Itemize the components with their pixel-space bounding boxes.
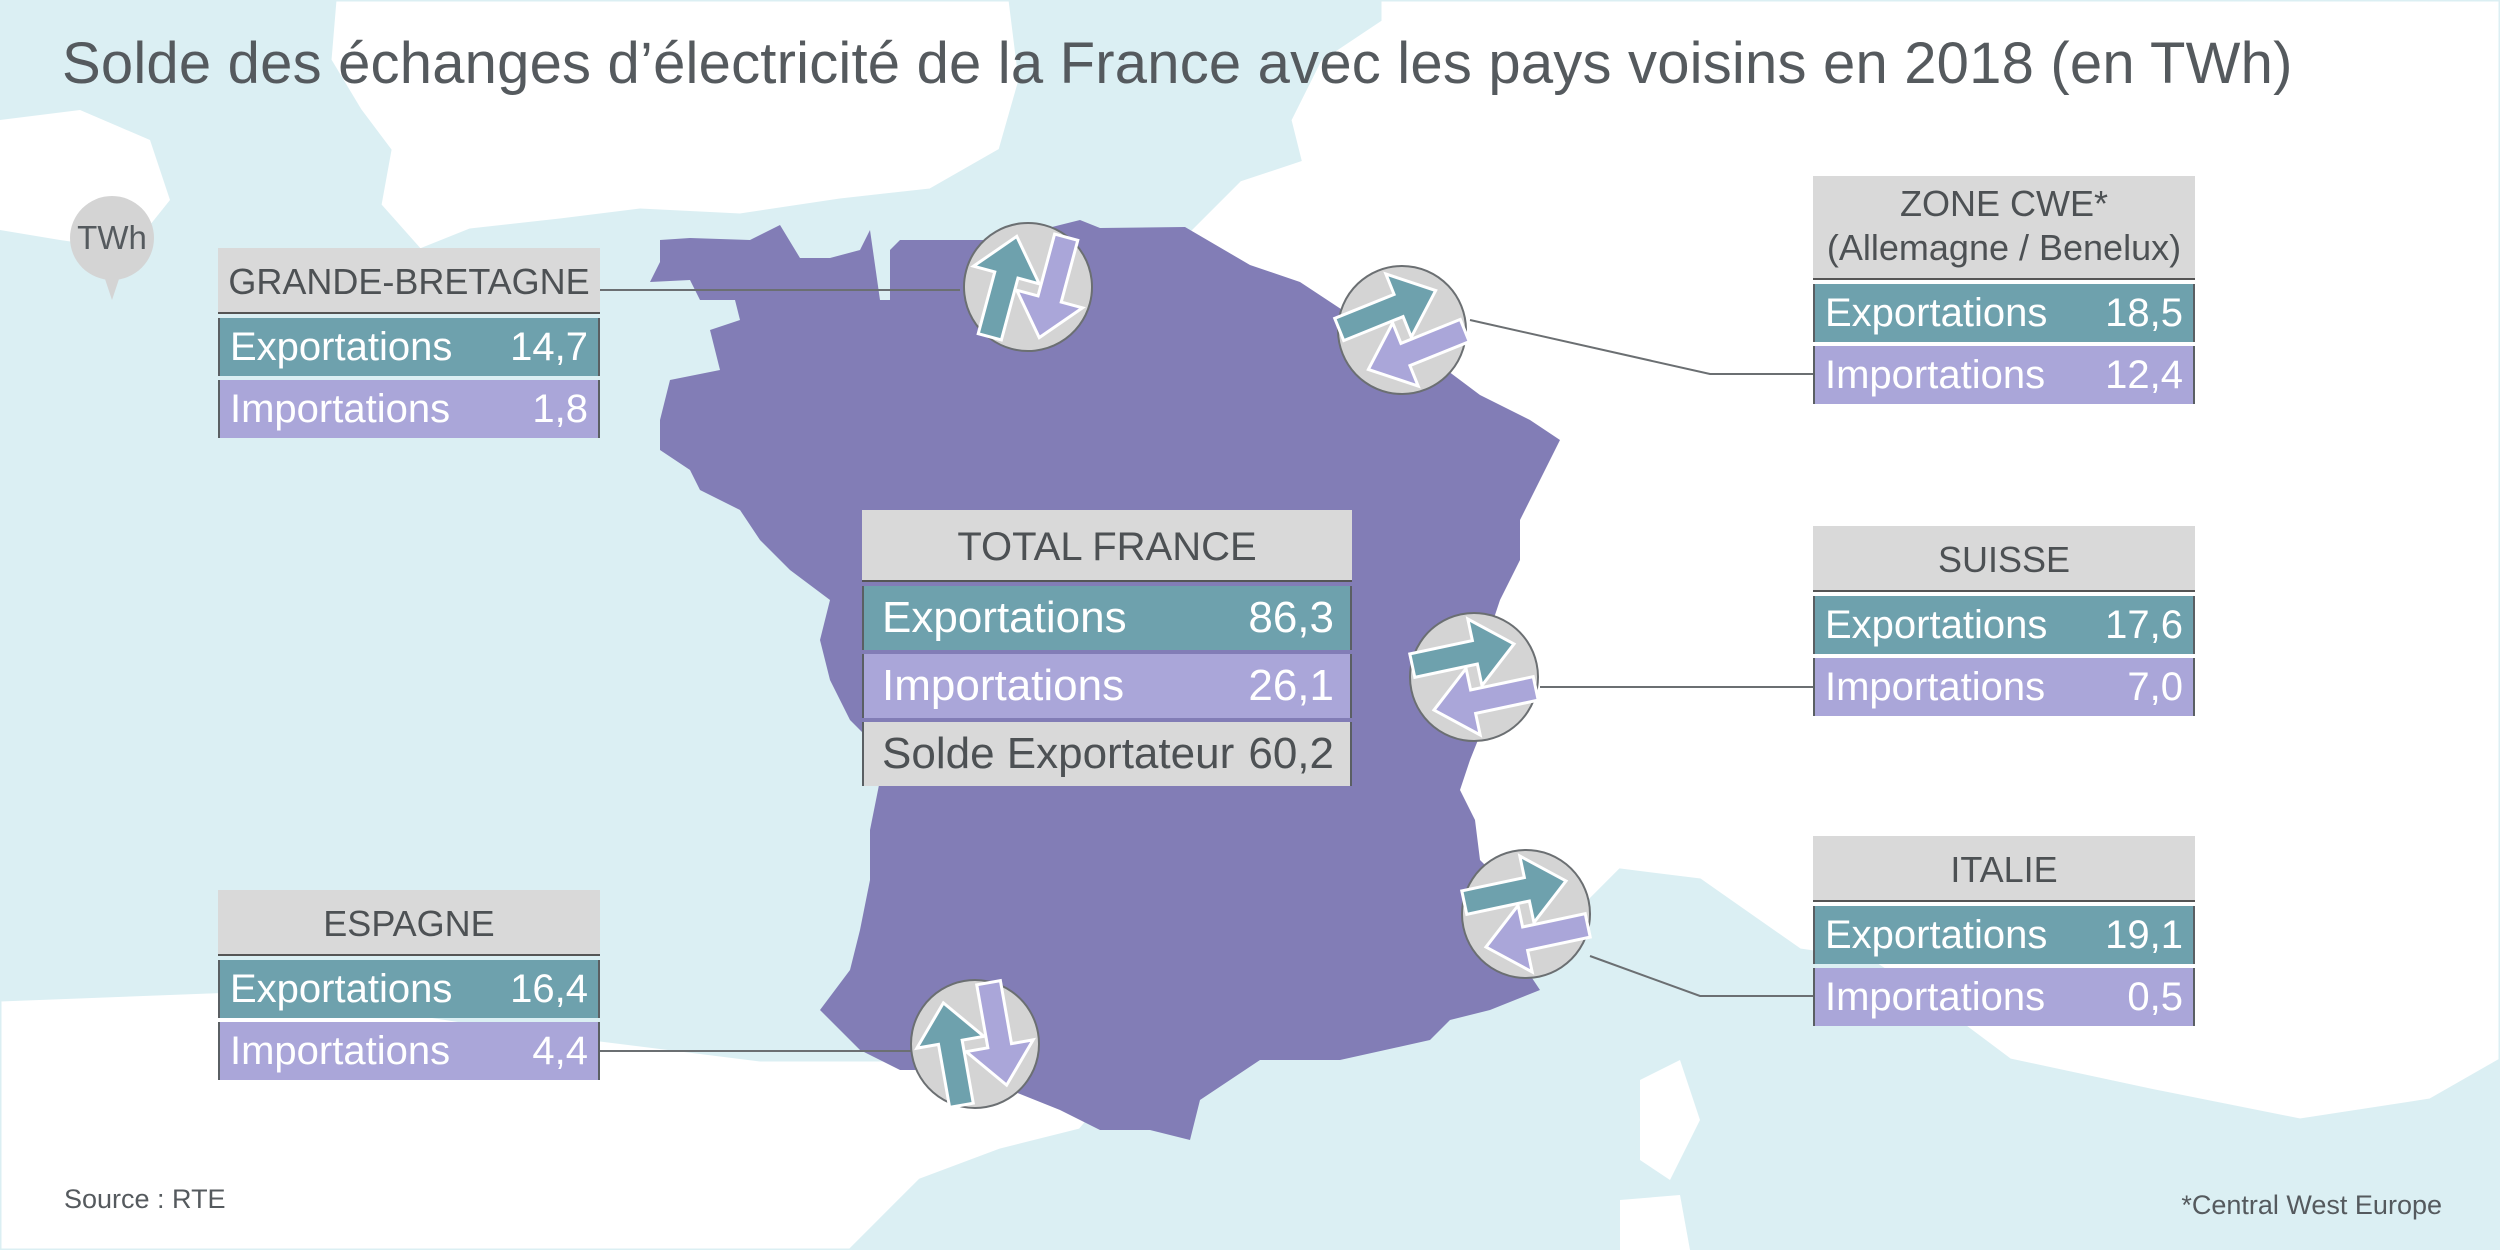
gb-exports-row: Exportations 14,7 xyxy=(218,318,600,376)
gb-header: GRANDE-BRETAGNE xyxy=(218,248,600,314)
gb-imports-row: Importations 1,8 xyxy=(218,380,600,438)
cwe-title: ZONE CWE* xyxy=(1899,183,2108,224)
exports-label: Exportations xyxy=(1825,602,2048,647)
exports-label: Exportations xyxy=(1825,912,2048,957)
cwe-footnote: *Central West Europe xyxy=(2181,1190,2442,1220)
exports-label: Exportations xyxy=(230,324,453,369)
exports-label: Exportations xyxy=(1825,290,2048,335)
ch-imports-value: 7,0 xyxy=(2127,664,2183,709)
it-header: ITALIE xyxy=(1813,836,2195,902)
total-solde-value: 60,2 xyxy=(1248,729,1334,778)
source-note: Source : RTE xyxy=(64,1184,226,1214)
great-britain-land xyxy=(328,0,1022,252)
cwe-imports-row: Importations 12,4 xyxy=(1813,346,2195,404)
ch-imports-row: Importations 7,0 xyxy=(1813,658,2195,716)
total-header: TOTAL FRANCE xyxy=(862,510,1352,582)
total-imports-row: Importations 26,1 xyxy=(862,654,1352,718)
page-title: Solde des échanges d’électricité de la F… xyxy=(62,31,2293,96)
total-exports-row: Exportations 86,3 xyxy=(862,586,1352,650)
imports-label: Importations xyxy=(1825,974,2046,1019)
es-exports-value: 16,4 xyxy=(510,966,588,1011)
imports-label: Importations xyxy=(882,661,1125,710)
it-imports-value: 0,5 xyxy=(2127,974,2183,1019)
imports-label: Importations xyxy=(230,386,451,431)
it-exports-row: Exportations 19,1 xyxy=(1813,906,2195,964)
it-exports-value: 19,1 xyxy=(2105,912,2183,957)
es-imports-value: 4,4 xyxy=(532,1028,588,1073)
imports-label: Importations xyxy=(230,1028,451,1073)
it-card: ITALIE Exportations 19,1 Importations 0,… xyxy=(1813,836,2195,1026)
imports-label: Importations xyxy=(1825,352,2046,397)
total-imports-value: 26,1 xyxy=(1248,661,1334,710)
exports-label: Exportations xyxy=(882,593,1127,642)
cwe-exports-row: Exportations 18,5 xyxy=(1813,284,2195,342)
exports-label: Exportations xyxy=(230,966,453,1011)
ch-header: SUISSE xyxy=(1813,526,2195,592)
solde-label: Solde Exportateur xyxy=(882,729,1235,778)
cwe-exports-value: 18,5 xyxy=(2105,290,2183,335)
es-imports-row: Importations 4,4 xyxy=(218,1022,600,1080)
es-header: ESPAGNE xyxy=(218,890,600,956)
ch-exports-value: 17,6 xyxy=(2105,602,2183,647)
es-exports-row: Exportations 16,4 xyxy=(218,960,600,1018)
cwe-card: ZONE CWE* (Allemagne / Benelux) Exportat… xyxy=(1813,176,2195,404)
ch-exports-row: Exportations 17,6 xyxy=(1813,596,2195,654)
total-exports-value: 86,3 xyxy=(1248,593,1334,642)
it-imports-row: Importations 0,5 xyxy=(1813,968,2195,1026)
twh-unit-badge: TWh xyxy=(70,196,154,300)
gb-exports-value: 14,7 xyxy=(510,324,588,369)
imports-label: Importations xyxy=(1825,664,2046,709)
cwe-header: ZONE CWE* (Allemagne / Benelux) xyxy=(1813,176,2195,280)
cwe-imports-value: 12,4 xyxy=(2105,352,2183,397)
cwe-subtitle: (Allemagne / Benelux) xyxy=(1826,227,2182,268)
gb-imports-value: 1,8 xyxy=(532,386,588,431)
es-card: ESPAGNE Exportations 16,4 Importations 4… xyxy=(218,890,600,1080)
total-solde-row: Solde Exportateur 60,2 xyxy=(862,722,1352,786)
gb-card: GRANDE-BRETAGNE Exportations 14,7 Import… xyxy=(218,248,600,438)
ch-card: SUISSE Exportations 17,6 Importations 7,… xyxy=(1813,526,2195,716)
total-france-card: TOTAL FRANCE Exportations 86,3 Importati… xyxy=(862,510,1352,786)
